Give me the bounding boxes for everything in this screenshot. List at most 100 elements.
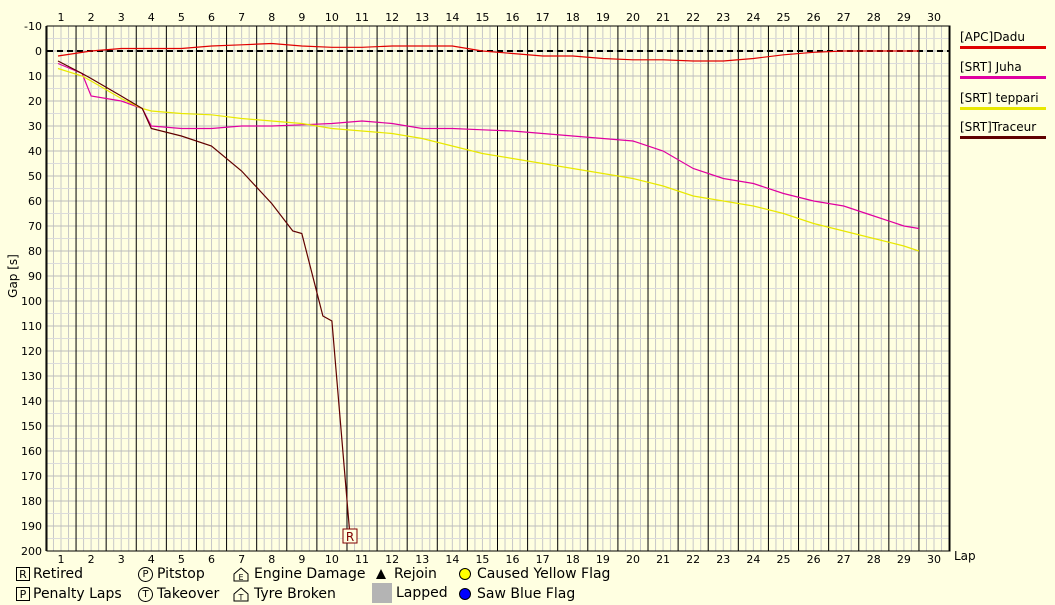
blue-flag-icon — [459, 588, 471, 600]
y-axis-title: Gap [s] — [6, 254, 20, 298]
driver-color-swatch — [960, 76, 1046, 79]
takeover-icon: T — [138, 586, 153, 602]
x-tick-label-top: 3 — [118, 11, 125, 24]
y-tick-label: 190 — [21, 520, 42, 533]
series-line — [57, 67, 920, 252]
x-tick-label: 29 — [897, 553, 911, 566]
legend-label: Penalty Laps — [33, 586, 122, 602]
x-tick-label: 20 — [626, 553, 640, 566]
x-tick-label-top: 7 — [238, 11, 245, 24]
legend-label: Pitstop — [157, 566, 205, 582]
x-tick-label: 22 — [686, 553, 700, 566]
engine-damage-icon: E — [233, 566, 249, 582]
y-tick-label: 140 — [21, 395, 42, 408]
y-tick-label: 100 — [21, 295, 42, 308]
y-tick-label: 40 — [28, 145, 42, 158]
driver-color-swatch — [960, 136, 1046, 139]
y-tick-label: 90 — [28, 270, 42, 283]
y-tick-label: 30 — [28, 120, 42, 133]
legend-label: Saw Blue Flag — [477, 586, 576, 602]
x-tick-label-top: 21 — [656, 11, 670, 24]
legend-tyre-broken: T Tyre Broken — [233, 586, 336, 602]
retired-icon: R — [16, 567, 30, 581]
yellow-flag-icon — [459, 568, 471, 580]
series-line — [57, 60, 351, 537]
x-tick-label-top: 27 — [837, 11, 851, 24]
x-tick-label-top: 4 — [148, 11, 155, 24]
x-tick-label-top: 17 — [536, 11, 550, 24]
rejoin-icon — [376, 569, 386, 579]
x-tick-label-top: 23 — [716, 11, 730, 24]
x-tick-label: 28 — [867, 553, 881, 566]
x-tick-label: 6 — [208, 553, 215, 566]
penalty-icon: P — [16, 587, 30, 601]
y-tick-label: 130 — [21, 370, 42, 383]
x-tick-label-top: 24 — [746, 11, 760, 24]
y-tick-label: 20 — [28, 95, 42, 108]
y-tick-label: 180 — [21, 495, 42, 508]
y-tick-label: 170 — [21, 470, 42, 483]
legend-pitstop: P Pitstop — [138, 566, 205, 582]
driver-color-swatch — [960, 46, 1046, 49]
x-tick-label: 3 — [118, 553, 125, 566]
legend-retired: R Retired — [16, 566, 83, 582]
y-tick-label: 150 — [21, 420, 42, 433]
x-tick-label: 13 — [415, 553, 429, 566]
x-tick-label: 15 — [475, 553, 489, 566]
legend-engine-damage: E Engine Damage — [233, 566, 366, 582]
x-tick-label-top: 25 — [776, 11, 790, 24]
x-tick-label: 5 — [178, 553, 185, 566]
plot-border — [46, 25, 951, 552]
x-tick-label-top: 29 — [897, 11, 911, 24]
retired-marker — [342, 528, 358, 544]
x-tick-label: 9 — [298, 553, 305, 566]
x-tick-label-top: 1 — [58, 11, 65, 24]
x-tick-label-top: 13 — [415, 11, 429, 24]
driver-legend-entry: [APC]Dadu — [960, 30, 1046, 49]
series-line — [57, 62, 919, 230]
x-tick-label: 16 — [506, 553, 520, 566]
x-tick-label-top: 5 — [178, 11, 185, 24]
x-tick-label: 4 — [148, 553, 155, 566]
legend-lapped: Lapped — [372, 583, 448, 603]
driver-legend-entry: [SRT] Juha — [960, 60, 1046, 79]
x-tick-label: 26 — [807, 553, 821, 566]
x-tick-label-top: 26 — [807, 11, 821, 24]
driver-name: [SRT] Juha — [960, 60, 1022, 74]
y-tick-label: 10 — [28, 70, 42, 83]
y-tick-label: 200 — [21, 545, 42, 558]
y-tick-label: 80 — [28, 245, 42, 258]
x-tick-label: 23 — [716, 553, 730, 566]
x-tick-label-top: 12 — [385, 11, 399, 24]
y-tick-label: 120 — [21, 345, 42, 358]
x-tick-label-top: 28 — [867, 11, 881, 24]
x-tick-label: 14 — [445, 553, 459, 566]
y-tick-label: 60 — [28, 195, 42, 208]
x-tick-label: 25 — [776, 553, 790, 566]
x-tick-label: 17 — [536, 553, 550, 566]
legend-label: Takeover — [157, 586, 220, 602]
svg-text:T: T — [238, 593, 244, 602]
x-axis-title: Lap — [954, 549, 976, 563]
x-tick-label: 8 — [268, 553, 275, 566]
x-tick-label: 24 — [746, 553, 760, 566]
legend-penalty-laps: P Penalty Laps — [16, 586, 122, 602]
x-tick-label-top: 20 — [626, 11, 640, 24]
x-tick-label: 18 — [566, 553, 580, 566]
x-tick-label: 30 — [927, 553, 941, 566]
x-tick-label-top: 16 — [506, 11, 520, 24]
y-tick-label: -10 — [24, 20, 42, 33]
driver-name: [APC]Dadu — [960, 30, 1026, 44]
x-tick-label: 12 — [385, 553, 399, 566]
lapped-icon — [372, 583, 392, 603]
x-tick-label: 19 — [596, 553, 610, 566]
driver-name: [SRT]Traceur — [960, 120, 1037, 134]
x-tick-label-top: 9 — [298, 11, 305, 24]
x-tick-label: 7 — [238, 553, 245, 566]
x-tick-label-top: 11 — [355, 11, 369, 24]
y-tick-label: 110 — [21, 320, 42, 333]
x-tick-label-top: 22 — [686, 11, 700, 24]
legend-label: Tyre Broken — [254, 586, 336, 602]
svg-text:E: E — [238, 573, 243, 582]
